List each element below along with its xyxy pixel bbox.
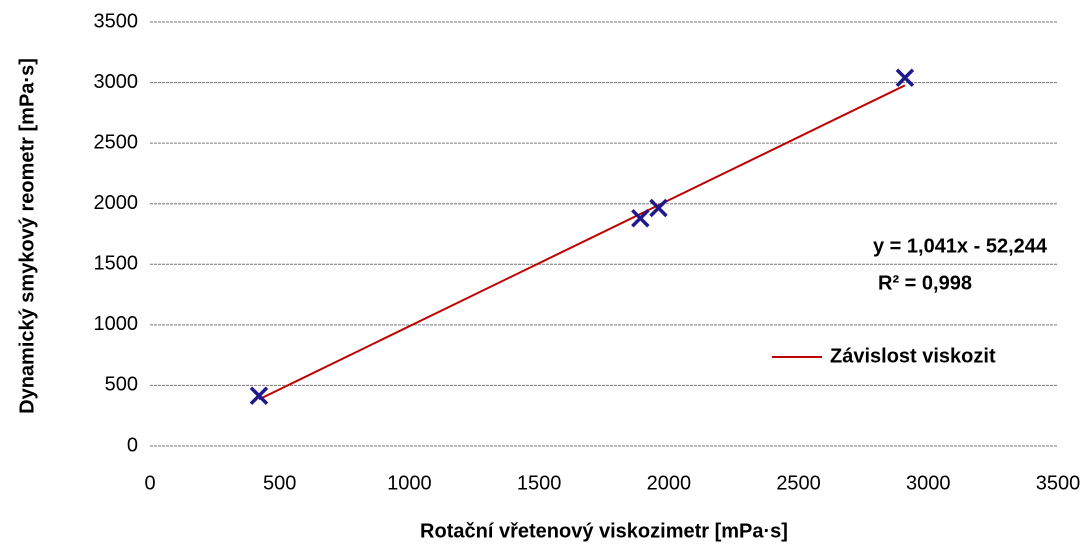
- x-tick-label: 0: [144, 472, 155, 494]
- y-tick-label: 2500: [94, 131, 139, 153]
- x-tick-label: 1000: [387, 472, 432, 494]
- trendline: [258, 84, 906, 401]
- x-axis-label: Rotační vřetenový viskozimetr [mPa·s]: [420, 520, 788, 542]
- x-tick-label: 2500: [776, 472, 821, 494]
- x-tick-label: 3000: [906, 472, 951, 494]
- y-tick-label: 2000: [94, 192, 139, 214]
- trendline-equation: y = 1,041x - 52,244: [873, 235, 1048, 257]
- y-tick-label: 1500: [94, 253, 139, 275]
- x-tick-label: 3500: [1036, 472, 1081, 494]
- point: [895, 68, 915, 87]
- y-tick-label: 500: [105, 374, 138, 396]
- x-tick-label: 1500: [517, 472, 562, 494]
- y-tick-label: 0: [127, 434, 138, 456]
- legend-label: Závislost viskozit: [830, 345, 996, 367]
- y-tick-label: 1000: [94, 313, 139, 335]
- point: [249, 386, 269, 405]
- x-tick-label: 2000: [647, 472, 692, 494]
- y-tick-label: 3000: [94, 71, 139, 93]
- point: [631, 209, 650, 228]
- trendline-r2: R² = 0,998: [878, 272, 972, 294]
- point: [649, 198, 668, 218]
- y-axis-label: Dynamický smykový reometr [mPa·s]: [16, 58, 38, 414]
- y-tick-label: 3500: [94, 10, 139, 32]
- x-tick-label: 500: [263, 472, 296, 494]
